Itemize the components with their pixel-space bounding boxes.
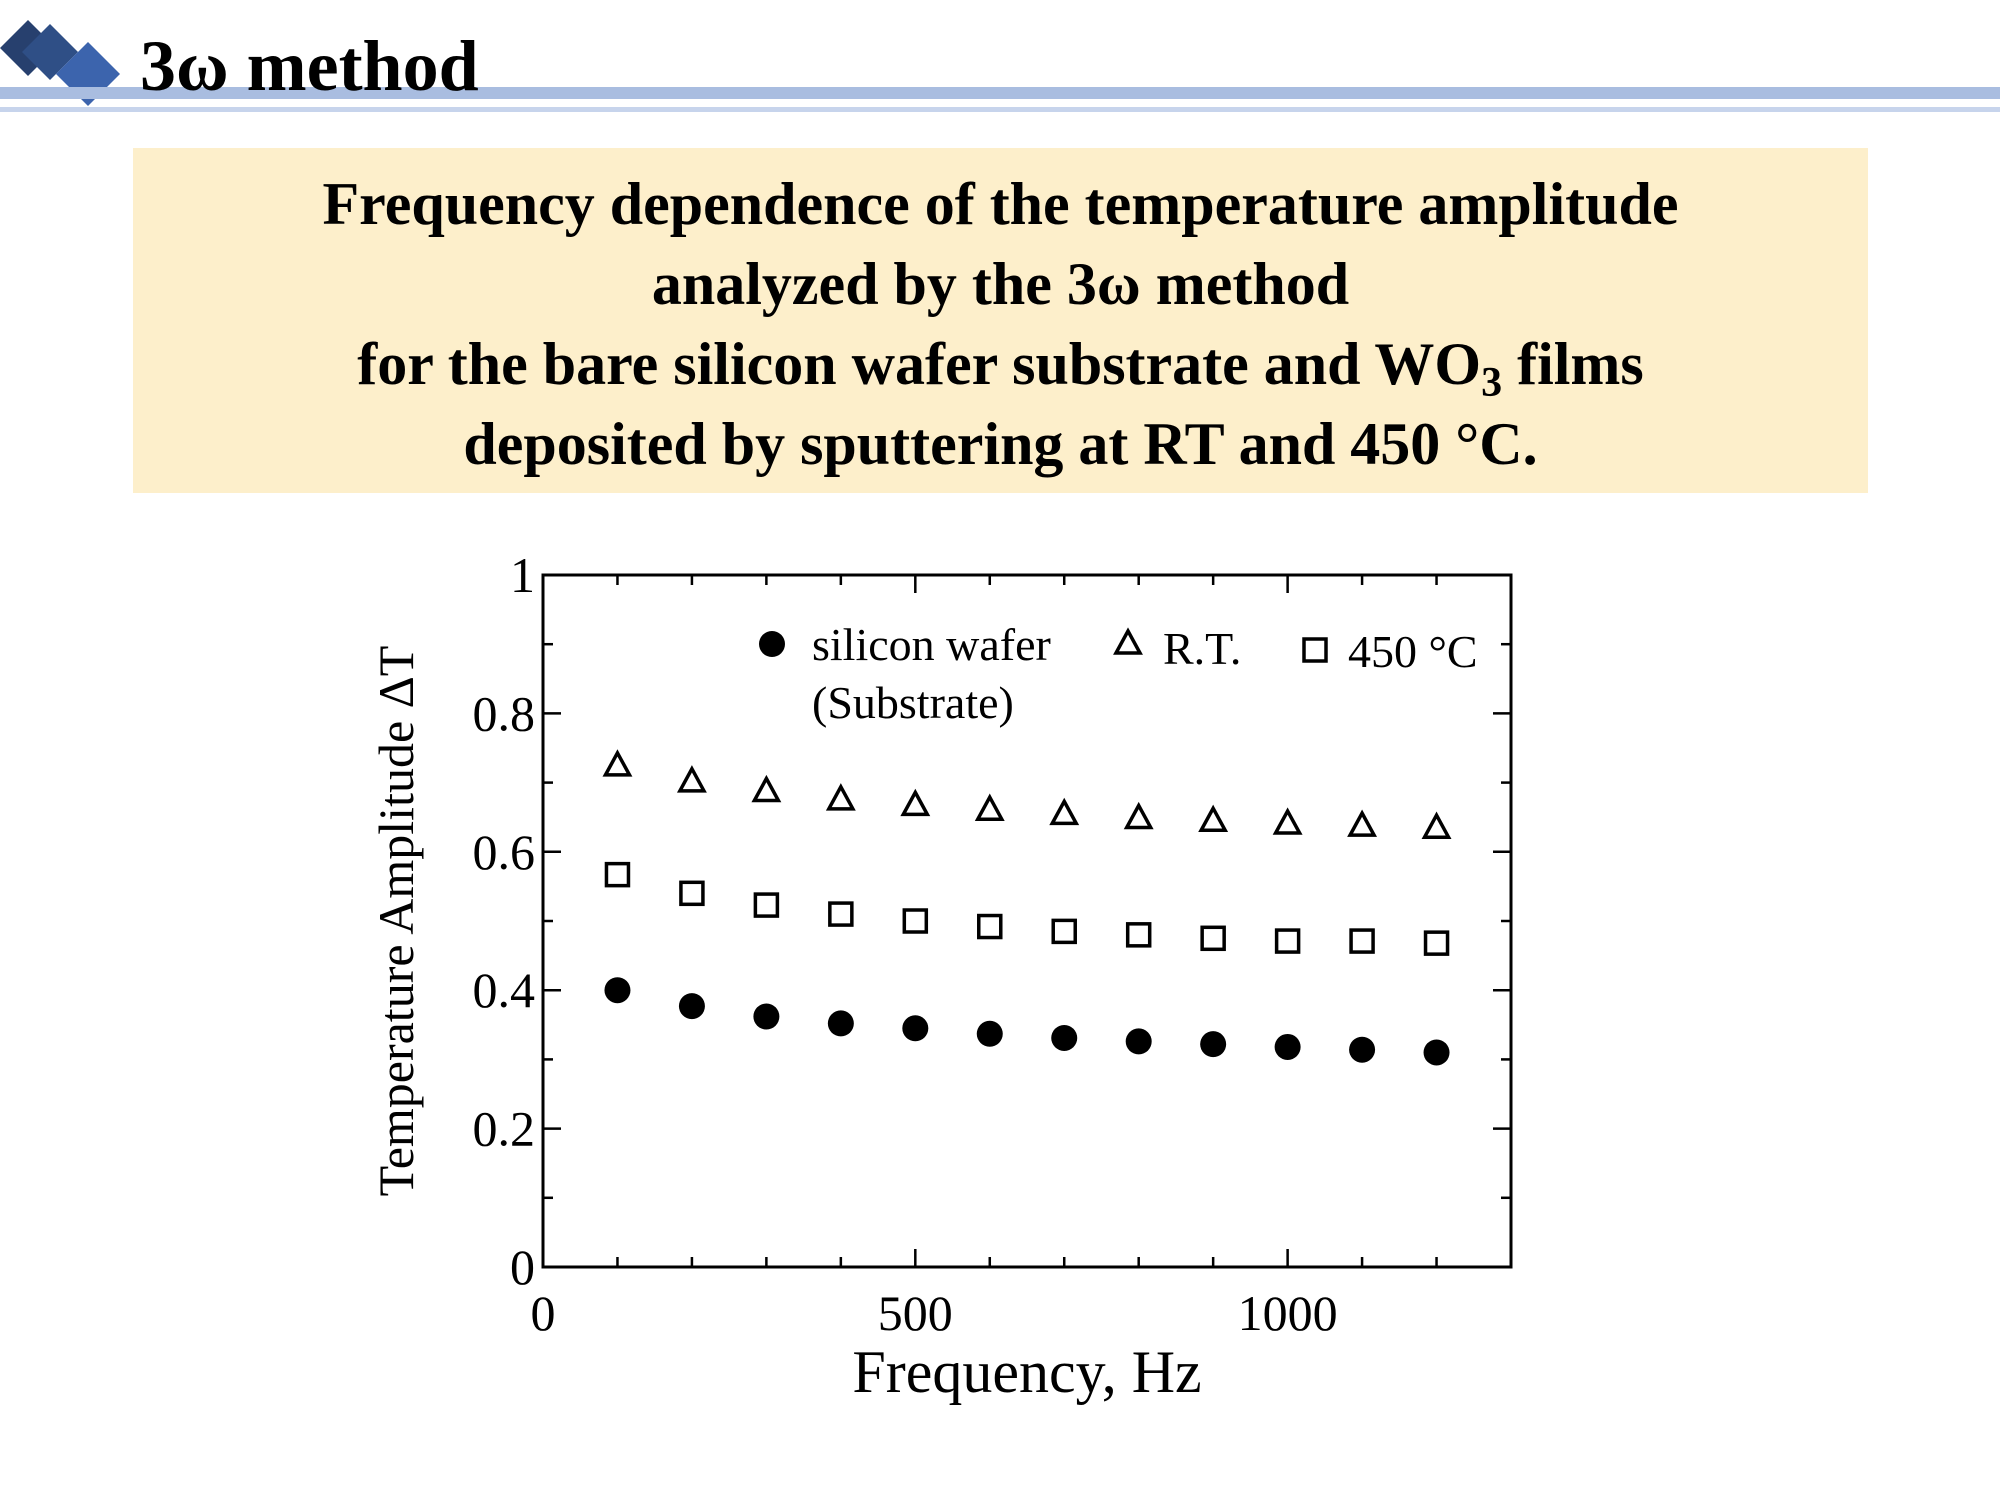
- slide-title: 3ω method: [140, 26, 479, 106]
- rt-point: [974, 793, 1005, 821]
- legend-label-rt: R.T.: [1163, 623, 1241, 674]
- silicon-wafer-point: [1423, 1039, 1450, 1066]
- 450c-point: [1125, 922, 1152, 948]
- legend-marker-silicon-wafer: [759, 631, 785, 657]
- y-tick-label: 0.8: [473, 685, 536, 741]
- rt-point: [676, 765, 707, 793]
- silicon-wafer-point: [604, 977, 631, 1004]
- heading-subscript: 3: [1481, 360, 1503, 406]
- 450c-point: [1349, 928, 1375, 954]
- header-rule-thin: [0, 107, 2000, 112]
- rt-point: [1272, 807, 1303, 835]
- 450c-point: [1051, 918, 1077, 945]
- rt-point: [1198, 804, 1229, 833]
- rt-point: [900, 788, 931, 817]
- rt-point: [1123, 801, 1154, 830]
- silicon-wafer-point: [827, 1010, 854, 1037]
- legend-label-450c: 450 °C: [1348, 626, 1478, 677]
- heading-line-3: for the bare silicon wafer substrate and…: [133, 324, 1868, 404]
- header-rule-thick: [0, 87, 2000, 99]
- heading-line-2: analyzed by the 3ω method: [651, 251, 1350, 317]
- silicon-wafer-point: [1349, 1036, 1376, 1063]
- legend-label-silicon-wafer-line2: (Substrate): [812, 677, 1014, 728]
- rt-point: [825, 783, 856, 811]
- slide-header: 3ω method: [0, 0, 2000, 130]
- x-axis-label: Frequency, Hz: [852, 1339, 1201, 1405]
- 450c-point: [828, 901, 854, 927]
- heading-line-3-text: for the bare silicon wafer substrate and…: [357, 331, 1482, 397]
- x-tick-label: 500: [878, 1285, 953, 1341]
- silicon-wafer-point: [902, 1015, 929, 1042]
- x-tick-label: 1000: [1238, 1285, 1338, 1341]
- silicon-wafer-point: [1125, 1028, 1152, 1055]
- rt-point: [602, 749, 633, 777]
- 450c-point: [977, 913, 1003, 940]
- y-tick-label: 0: [510, 1239, 535, 1295]
- 450c-point: [679, 880, 705, 907]
- plot-frame: [541, 573, 1513, 1269]
- 450c-point: [1423, 930, 1450, 956]
- 450c-point: [753, 892, 780, 918]
- 450c-point: [604, 861, 631, 888]
- y-tick-label: 0.2: [473, 1101, 536, 1157]
- rt-point: [1049, 797, 1080, 826]
- silicon-wafer-point: [1274, 1033, 1301, 1060]
- rt-point: [1347, 809, 1378, 837]
- 450c-point: [1274, 928, 1301, 954]
- rt-point: [1421, 811, 1452, 839]
- heading-line-4: deposited by sputtering at RT and 450 °C…: [463, 411, 1538, 477]
- rt-point: [751, 774, 782, 803]
- silicon-wafer-point: [1200, 1031, 1227, 1058]
- legend-marker-450c: [1302, 637, 1328, 663]
- chart-heading-box: Frequency dependence of the temperature …: [133, 148, 1868, 493]
- x-tick-label: 0: [531, 1285, 556, 1341]
- legend-label-silicon-wafer: silicon wafer: [812, 619, 1051, 670]
- y-tick-label: 0.6: [473, 824, 536, 880]
- 450c-point: [902, 908, 929, 934]
- silicon-wafer-point: [678, 993, 705, 1020]
- silicon-wafer-point: [753, 1003, 780, 1030]
- heading-line-3-end: films: [1502, 331, 1644, 397]
- y-tick-label: 0.4: [473, 962, 536, 1018]
- legend-marker-rt: [1113, 627, 1143, 655]
- silicon-wafer-point: [1051, 1024, 1078, 1051]
- y-axis-label: Temperature Amplitude ΔT: [368, 646, 424, 1197]
- silicon-wafer-point: [976, 1020, 1003, 1047]
- y-tick-label: 1: [510, 547, 535, 603]
- chart-heading: Frequency dependence of the temperature …: [133, 164, 1868, 484]
- heading-line-1: Frequency dependence of the temperature …: [322, 171, 1679, 237]
- 450c-point: [1200, 925, 1226, 952]
